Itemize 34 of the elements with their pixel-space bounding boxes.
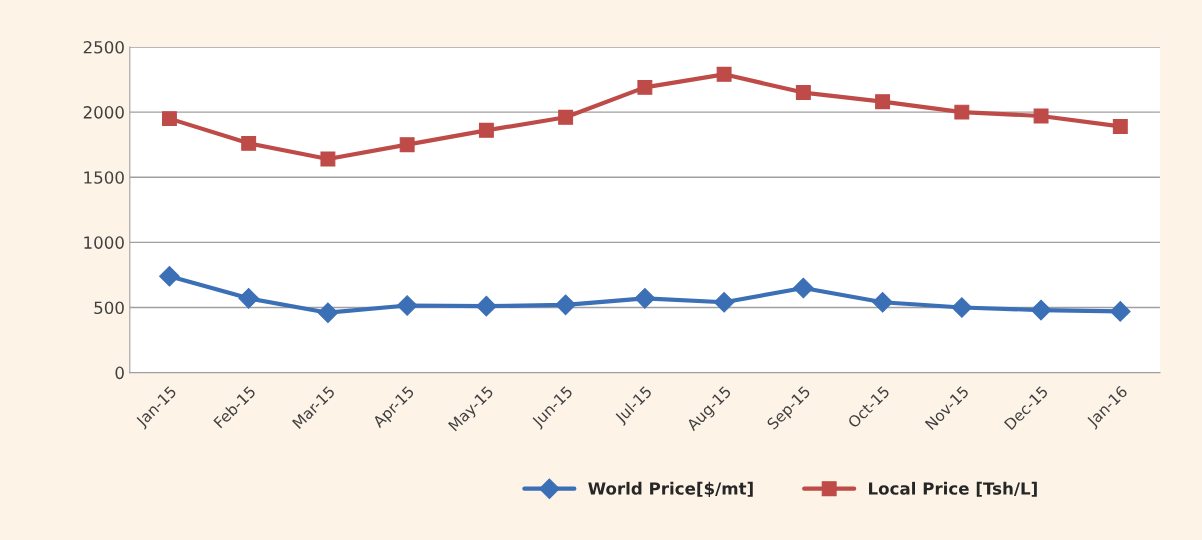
point bbox=[713, 291, 735, 313]
y-tick-label: 0 bbox=[115, 366, 124, 380]
y-tick-label: 1500 bbox=[84, 171, 124, 184]
point bbox=[872, 291, 893, 313]
point bbox=[951, 297, 973, 318]
point bbox=[1030, 299, 1052, 321]
y-tick-label: 2000 bbox=[83, 106, 124, 119]
point bbox=[320, 151, 336, 167]
point bbox=[238, 288, 260, 309]
point bbox=[558, 109, 574, 125]
point bbox=[159, 265, 180, 287]
point bbox=[954, 104, 970, 120]
point bbox=[161, 111, 177, 127]
point bbox=[241, 135, 257, 151]
y-tick-label: 500 bbox=[94, 301, 124, 315]
point bbox=[399, 137, 415, 153]
legend-label: World Price[$/mt] bbox=[588, 481, 753, 497]
y-tick-label: 2500 bbox=[83, 40, 124, 54]
point bbox=[317, 302, 339, 324]
point bbox=[795, 85, 811, 101]
point bbox=[634, 288, 656, 309]
point bbox=[1112, 118, 1128, 134]
y-tick-label: 1000 bbox=[84, 236, 124, 249]
point bbox=[637, 79, 653, 95]
point bbox=[793, 277, 814, 299]
point bbox=[555, 294, 576, 316]
legend-label: Local Price [Tsh/L] bbox=[869, 481, 1037, 497]
point bbox=[875, 94, 891, 110]
point bbox=[396, 295, 418, 316]
point bbox=[1109, 301, 1131, 322]
point bbox=[1033, 108, 1049, 124]
point bbox=[716, 66, 732, 82]
point bbox=[478, 122, 494, 138]
point bbox=[476, 295, 497, 317]
